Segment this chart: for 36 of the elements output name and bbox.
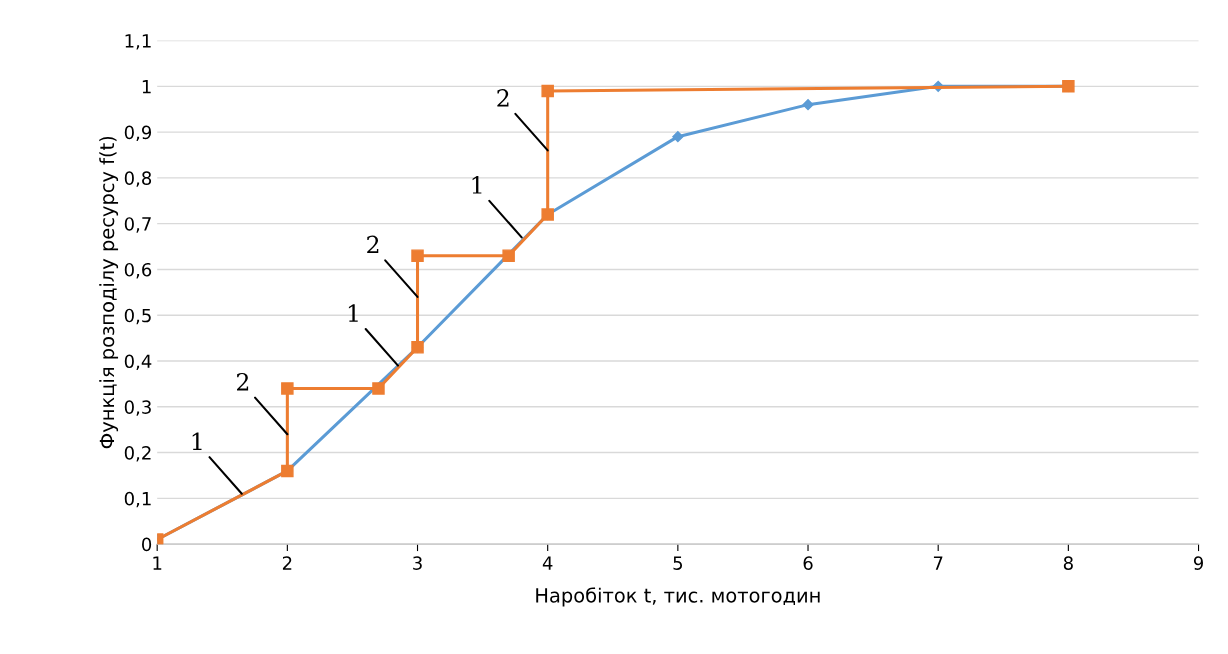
annotation: 2: [497, 89, 509, 107]
x-tick-label: 8: [1063, 556, 1073, 570]
annotation: 1: [348, 304, 358, 322]
point: [281, 382, 294, 395]
x-tick-label: 2: [282, 556, 292, 570]
y-tick-label: 0: [142, 537, 152, 552]
x-axis-title: Наробіток t, тис. мотогодин: [536, 587, 820, 607]
y-tick-label: 0,4: [124, 354, 152, 370]
y-tick-label: 0,1: [124, 491, 151, 508]
y-tick-label: 0,9: [124, 125, 152, 142]
point: [372, 382, 385, 395]
point: [672, 131, 684, 143]
x-tick-label: 9: [1193, 556, 1203, 570]
annotation: 1: [192, 432, 202, 450]
annotation: 2: [367, 235, 379, 254]
point: [541, 84, 554, 98]
y-tick-label: 1: [142, 80, 151, 94]
x-tick-label: 3: [413, 556, 422, 570]
y-tick-label: 1,1: [125, 34, 151, 50]
y-tick-label: 0,5: [124, 308, 151, 325]
x-tick-label: 5: [673, 556, 683, 570]
annotation: 2: [237, 372, 249, 391]
y-tick-label: 0,3: [124, 400, 151, 416]
annotation: 1: [472, 176, 482, 194]
point: [502, 249, 515, 262]
x-tick-label: 7: [933, 556, 943, 570]
point: [802, 99, 814, 111]
y-tick-label: 0,2: [124, 446, 151, 462]
x-tick-label: 1: [153, 556, 162, 570]
y-tick-label: 0,7: [124, 217, 151, 233]
y-axis-title: Функція розподілу ресурсу f(t): [99, 136, 119, 449]
x-tick-label: 4: [542, 556, 553, 570]
y-tick-label: 0,6: [124, 262, 152, 279]
y-tick-label: 0,8: [124, 171, 152, 187]
x-tick-label: 6: [803, 556, 813, 570]
point: [411, 249, 424, 262]
